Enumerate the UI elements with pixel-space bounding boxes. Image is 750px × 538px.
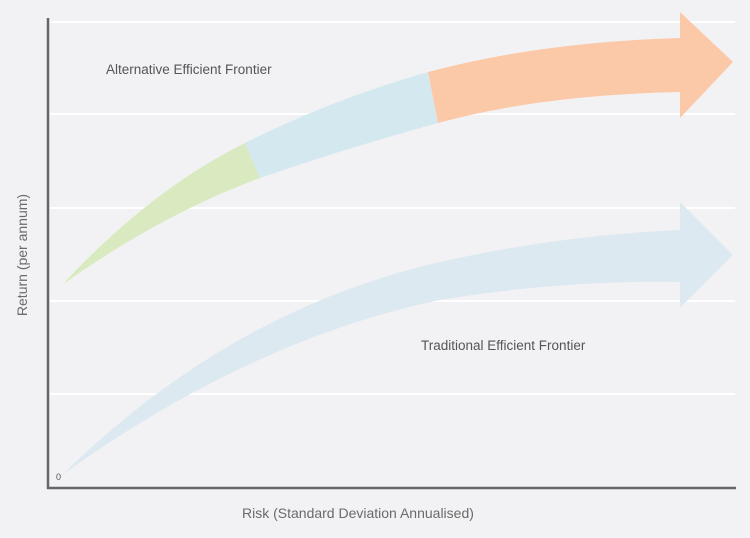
alternative-frontier-green-segment [62, 143, 260, 285]
alternative-frontier-label: Alternative Efficient Frontier [106, 62, 272, 77]
alternative-frontier-blue-segment [245, 72, 438, 178]
alternative-frontier-orange-arrow [428, 12, 733, 123]
x-axis-label: Risk (Standard Deviation Annualised) [242, 505, 474, 521]
traditional-frontier-label: Traditional Efficient Frontier [421, 338, 586, 353]
traditional-frontier-arrow [62, 202, 733, 475]
origin-label: 0 [56, 472, 62, 482]
y-axis-label: Return (per annum) [14, 193, 30, 317]
